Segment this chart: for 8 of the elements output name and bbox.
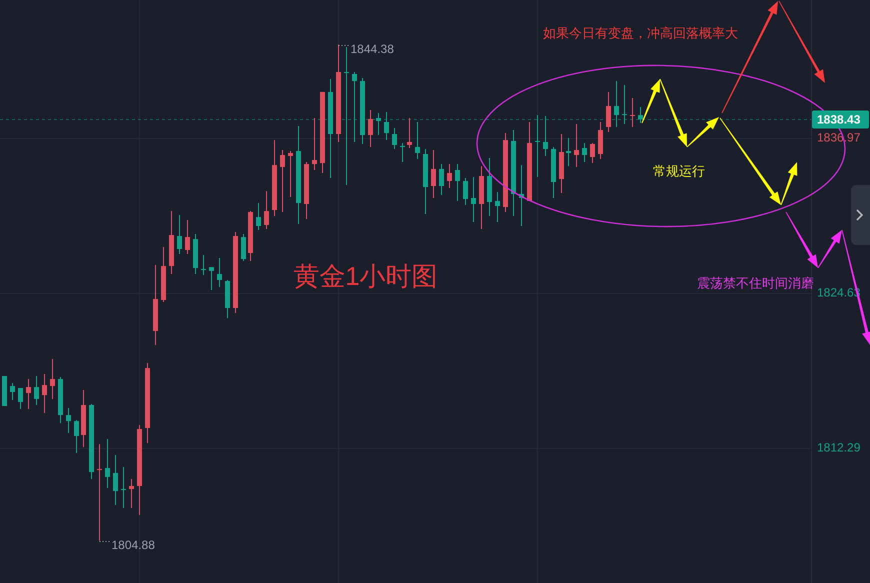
annotation: 常规运行 (653, 164, 705, 178)
annotation: 1844.38 (350, 42, 394, 56)
y-tick-label: 1812.29 (817, 440, 861, 455)
text: 黄金1小时图 (293, 261, 438, 291)
annotation: 1804.88 (112, 538, 156, 552)
annotation: 震荡禁不住时间消磨 (697, 276, 814, 290)
annotation: 如果今日有变盘，冲高回落概率大 (543, 26, 738, 40)
ref-line-label: 1838.43 (817, 112, 861, 126)
